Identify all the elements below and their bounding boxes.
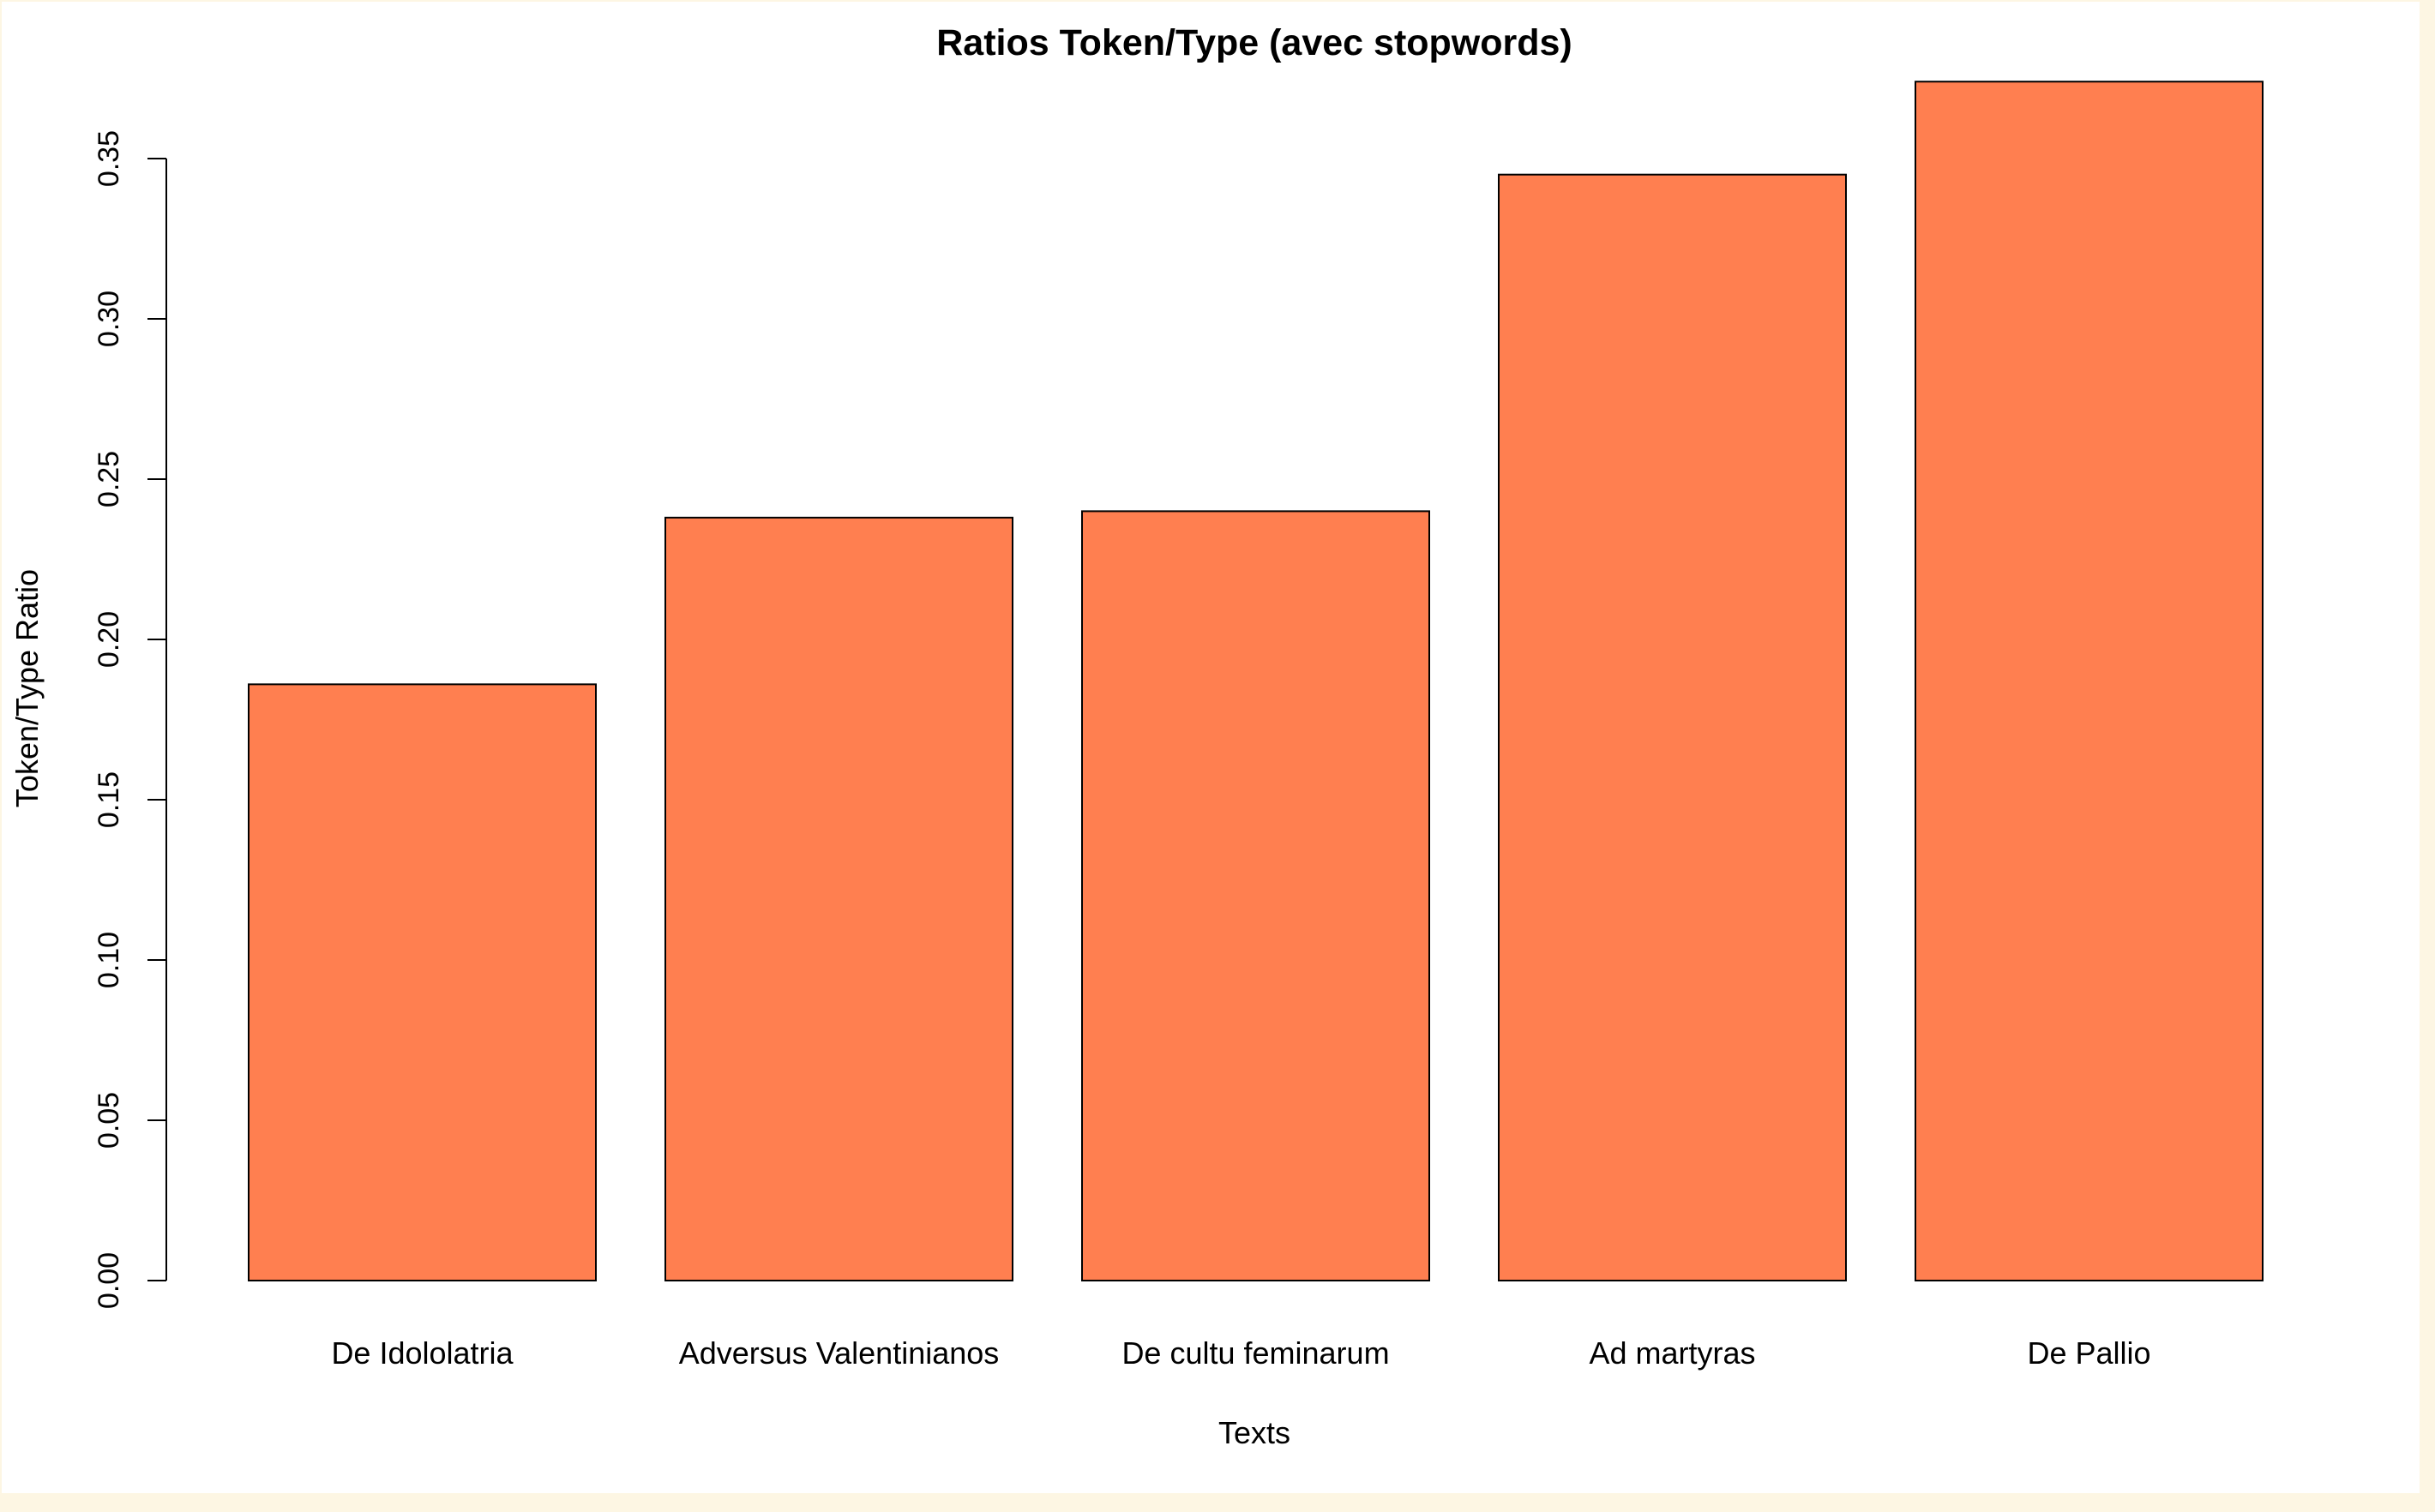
x-axis-label: Texts [1218, 1415, 1290, 1450]
y-tick-label: 0.35 [93, 130, 125, 187]
bar-ad-martyras [1498, 173, 1847, 1282]
y-tick-label: 0.20 [93, 611, 125, 668]
y-tick-label: 0.30 [93, 291, 125, 347]
y-tick-label: 0.25 [93, 451, 125, 507]
y-tick-label: 0.15 [93, 771, 125, 828]
bar-de-pallio [1915, 81, 2264, 1282]
x-category-label: De Pallio [2027, 1335, 2150, 1371]
category-labels: De Idololatria Adversus Valentinianos De c… [331, 1335, 2150, 1371]
y-axis-label: Token/Type Ratio [9, 569, 45, 807]
x-category-label: De Idololatria [331, 1335, 514, 1371]
y-axis-ticks: 0.00 0.05 0.10 0.15 0.20 0.25 0.30 0.35 [93, 130, 166, 1309]
bar-de-idololatria [248, 683, 597, 1281]
x-category-label: Adversus Valentinianos [679, 1335, 1000, 1371]
x-category-label: Ad martyras [1589, 1335, 1755, 1371]
bar-adversus-valentinianos [664, 516, 1013, 1281]
bars [248, 81, 2264, 1282]
chart-title: Ratios Token/Type (avec stopwords) [936, 22, 1572, 63]
x-category-label: De cultu feminarum [1121, 1335, 1389, 1371]
y-tick-label: 0.05 [93, 1092, 125, 1149]
y-tick-label: 0.10 [93, 932, 125, 988]
bar-de-cultu-feminarum [1081, 510, 1430, 1281]
y-tick-label: 0.00 [93, 1252, 125, 1309]
